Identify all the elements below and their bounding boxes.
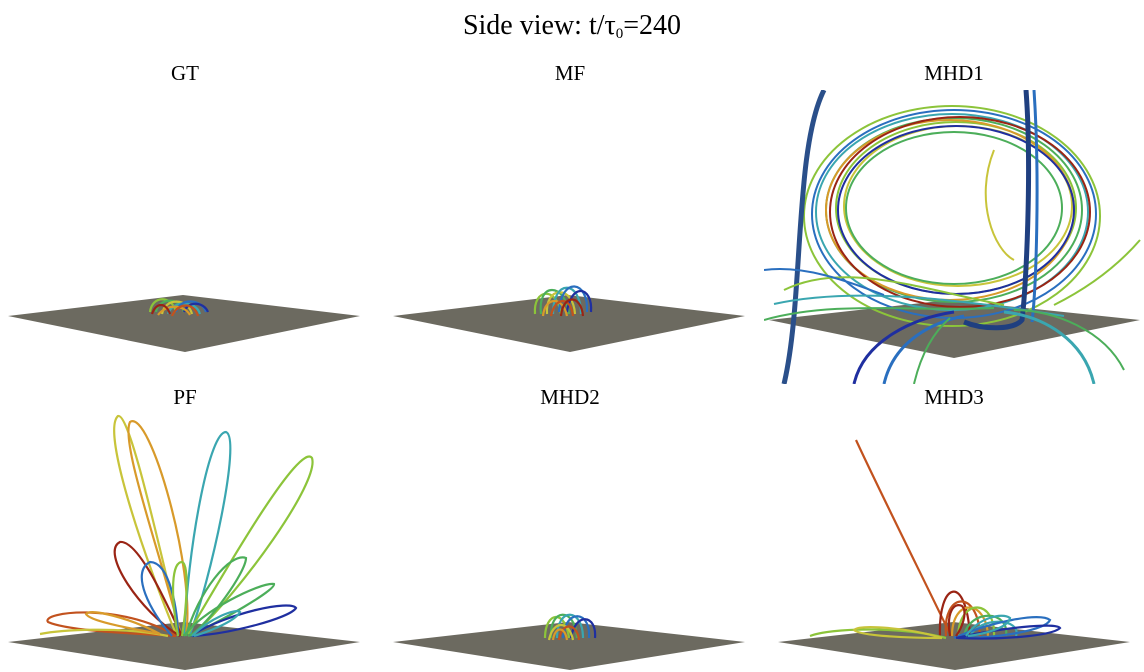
panel-title-mhd2: MHD2 [540, 385, 600, 409]
mhd3-photosphere-plane [778, 622, 1130, 670]
panel-title-mhd3: MHD3 [924, 385, 984, 409]
panel-title-mf: MF [554, 61, 586, 85]
pf-visualization [8, 414, 360, 670]
panel-mhd1 [764, 90, 1144, 384]
panel-title-mhd1: MHD1 [924, 61, 984, 85]
panel-title-gt: GT [171, 61, 199, 85]
panel-gt [0, 90, 370, 380]
panel-mf [385, 90, 755, 380]
mhd1-visualization [764, 90, 1141, 384]
pf-field-lines [39, 414, 314, 638]
pf-photosphere-plane [8, 622, 360, 670]
mf-visualization [393, 285, 745, 352]
mf-field-lines [533, 285, 593, 317]
panel-mhd2 [385, 412, 755, 672]
gt-field-lines [148, 298, 210, 317]
title-subscript: 0 [615, 26, 624, 42]
title-suffix: =240 [623, 10, 682, 41]
mf-photosphere-plane [393, 295, 745, 352]
mhd2-field-lines [543, 613, 597, 641]
mhd2-visualization [393, 613, 745, 670]
figure-title: Side view: t/τ0=240 [0, 8, 1144, 52]
panel-title-pf: PF [173, 385, 197, 409]
mhd2-photosphere-plane [393, 622, 745, 670]
gt-photosphere-plane [8, 295, 360, 352]
panel-pf [0, 412, 370, 672]
mhd1-field-lines [764, 90, 1141, 384]
mhd3-visualization [778, 439, 1130, 670]
title-prefix: Side view: t/τ [462, 10, 616, 41]
panel-mhd3 [770, 412, 1140, 672]
gt-visualization [8, 295, 360, 352]
mhd3-field-lines [809, 439, 1062, 640]
